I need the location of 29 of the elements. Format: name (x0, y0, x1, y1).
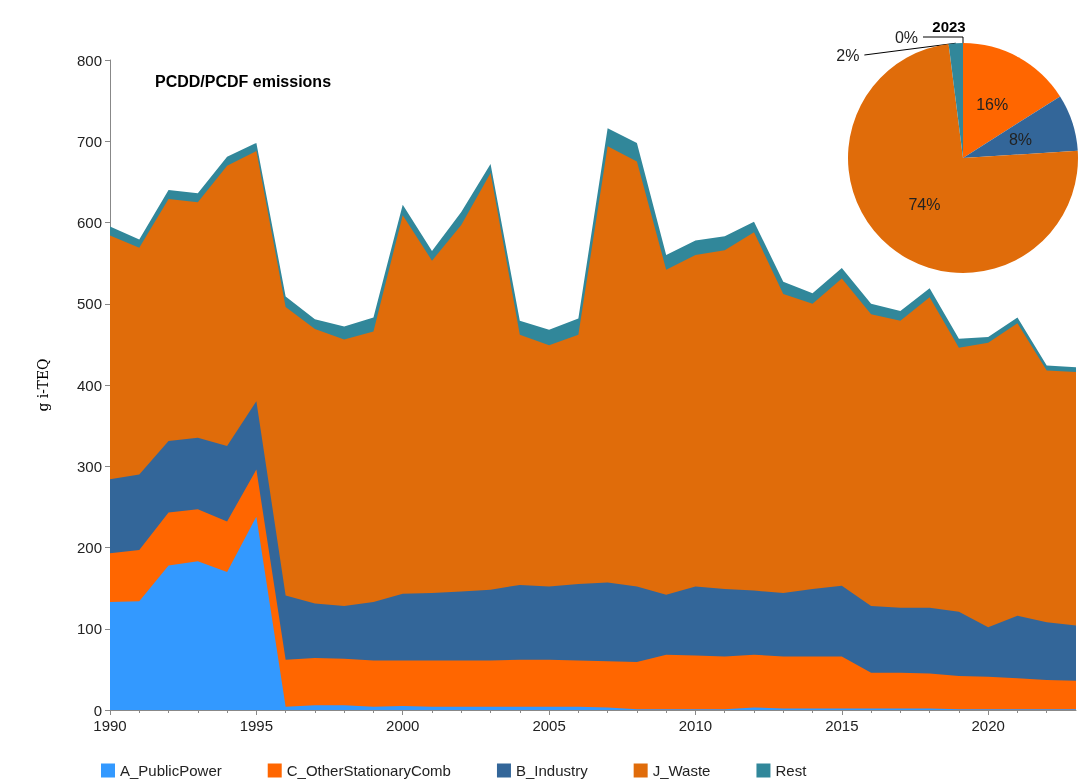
x-tick-label: 1990 (93, 717, 127, 734)
x-tick-label: 2015 (825, 717, 859, 734)
x-tick-label: 2000 (386, 717, 420, 734)
y-tick-label: 600 (76, 214, 102, 231)
legend-label: C_OtherStationaryComb (286, 762, 451, 779)
y-tick-label: 800 (76, 51, 102, 69)
y-tick-label: 100 (76, 620, 102, 638)
legend-label: Rest (775, 762, 808, 779)
data-label: 16% (976, 96, 1009, 114)
x-tick-label: 1995 (239, 717, 274, 734)
text: PCDD/PCDF emissions (155, 72, 332, 90)
data-label: 2% (836, 46, 860, 64)
y-tick-label: 700 (76, 132, 102, 150)
y-axis-title: g i-TEQ (35, 358, 51, 412)
legend-label: B_Industry (515, 762, 589, 779)
data-label: 8% (1008, 130, 1033, 148)
y-tick-label: 300 (76, 457, 102, 475)
y-tick-label: 400 (76, 376, 102, 394)
chart-title: 2023 (932, 18, 966, 35)
y-tick-label: 200 (76, 539, 102, 556)
legend-label: A_PublicPower (120, 762, 222, 779)
x-tick-label: 2020 (971, 717, 1005, 734)
legend-label: J_Waste (652, 762, 711, 779)
x-tick-label: 2010 (678, 717, 713, 734)
x-tick-label: 2005 (532, 717, 566, 734)
data-label: 74% (908, 196, 941, 214)
y-tick-label: 500 (76, 295, 102, 313)
y-tick-label: 0 (93, 701, 102, 719)
text: 0% (894, 28, 918, 46)
